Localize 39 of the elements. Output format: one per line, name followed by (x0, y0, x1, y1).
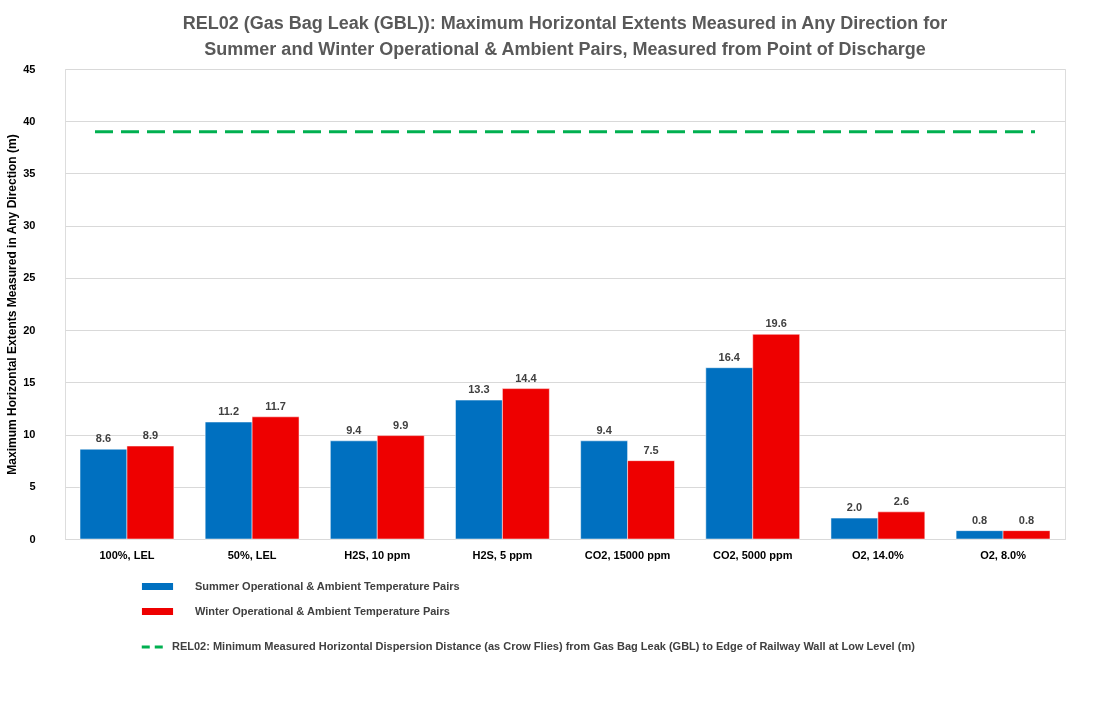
legend-label: REL02: Minimum Measured Horizontal Dispersion Distance (as Crow Flies) from Gas Bag Leak (GBL) to Edge of Railway Wall at Low Level (m) (172, 640, 916, 652)
y-tick-label: 40 (23, 114, 36, 127)
x-tick-label: CO2, 15000 ppm (584, 548, 671, 561)
data-label: 14.4 (515, 371, 538, 384)
data-label: 19.6 (765, 317, 787, 330)
y-tick-label: 15 (23, 375, 36, 388)
data-label: 0.8 (1018, 513, 1035, 526)
x-tick-label: H2S, 10 ppm (344, 548, 411, 561)
data-label: 9.4 (596, 423, 613, 436)
y-tick-label: 35 (23, 166, 36, 179)
data-label: 16.4 (718, 350, 741, 363)
x-tick-label: O2, 14.0% (851, 548, 905, 561)
x-tick-label: CO2, 5000 ppm (712, 548, 793, 561)
y-tick-label: 20 (23, 323, 36, 336)
y-tick-label: 45 (23, 62, 36, 75)
x-tick-label: O2, 8.0% (980, 548, 1027, 561)
y-tick-label: 10 (23, 428, 36, 441)
data-label: 7.5 (643, 443, 659, 456)
data-label: 11.2 (218, 405, 240, 418)
data-label: 2.0 (846, 501, 863, 514)
data-label: 9.9 (393, 418, 409, 431)
data-label: 13.3 (468, 383, 490, 396)
data-label: 9.4 (346, 423, 363, 436)
chart-title: REL02 (Gas Bag Leak (GBL)): Maximum Horizontal Extents Measured in Any Direction for Summer and Winter Operational & Ambient Pairs, Measured from Point of Discharge (182, 13, 948, 59)
x-tick-label: 100%, LEL (99, 548, 155, 561)
data-label: 11.7 (265, 399, 286, 412)
data-label: 0.8 (971, 513, 988, 526)
data-label: 8.9 (142, 429, 159, 442)
y-axis-title: Maximum Horizontal Extents Measured in Any Direction (m) (5, 134, 20, 475)
y-tick-label: 25 (23, 271, 36, 284)
y-tick-label: 5 (29, 480, 36, 493)
legend-label: Winter Operational & Ambient Temperature Pairs (195, 604, 450, 617)
data-label: 8.6 (95, 432, 112, 445)
x-tick-label: 50%, LEL (227, 548, 277, 561)
data-label: 2.6 (893, 494, 910, 507)
x-tick-label: H2S, 5 ppm (472, 548, 533, 561)
legend-label: Summer Operational & Ambient Temperature Pairs (195, 579, 460, 592)
y-tick-label: 0 (29, 532, 36, 545)
y-tick-label: 30 (23, 219, 36, 232)
